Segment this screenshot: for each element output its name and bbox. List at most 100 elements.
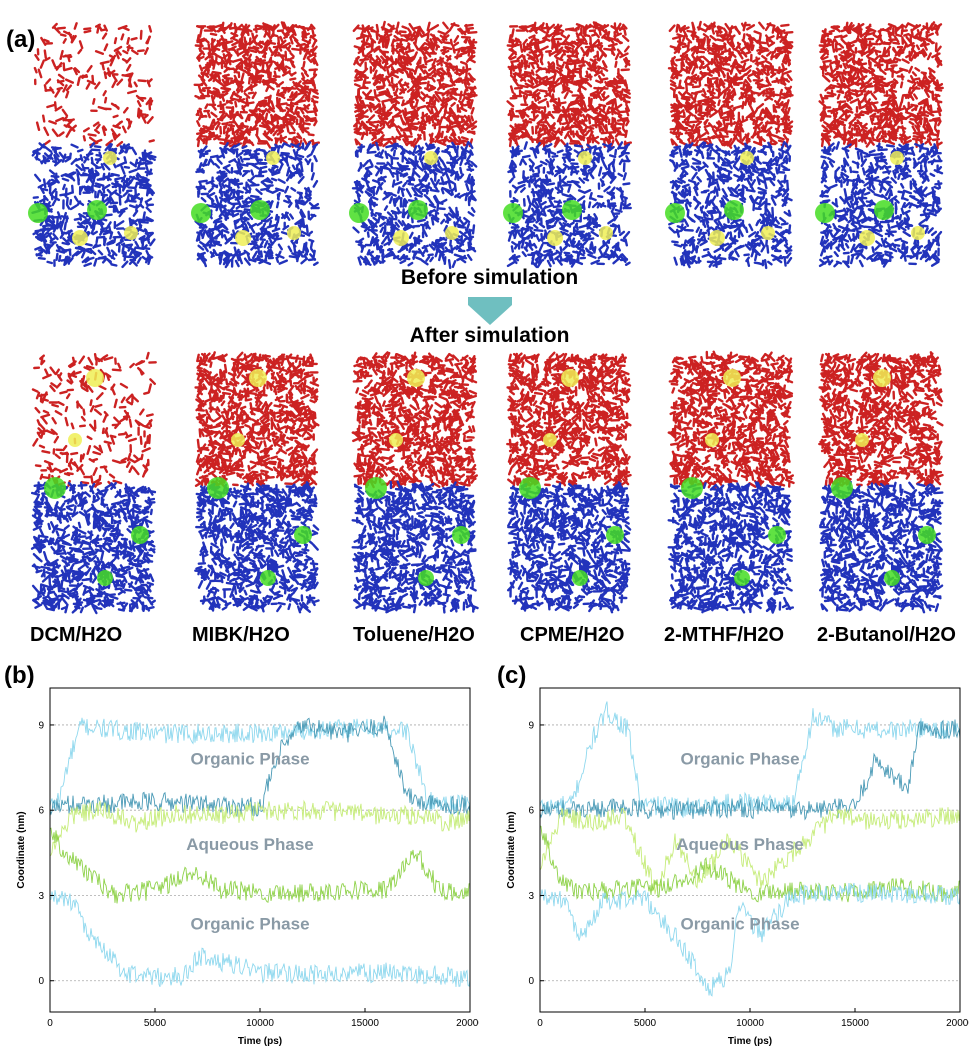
solute-green-blob	[606, 526, 624, 544]
solute-yellow-blob	[911, 226, 925, 240]
solute-green-blob	[734, 570, 750, 586]
system-label-mibk: MIBK/H2O	[192, 624, 290, 646]
system-label-toluene: Toluene/H2O	[353, 624, 475, 646]
solute-yellow-blob	[249, 369, 267, 387]
data-series-line	[539, 882, 961, 997]
x-axis-label: Time (ps)	[238, 1036, 282, 1047]
solute-yellow-blob	[705, 433, 719, 447]
data-series-line	[539, 719, 961, 821]
solute-green-blob	[768, 526, 786, 544]
y-tick-label: 0	[528, 976, 534, 987]
system-label-2butanol: 2-Butanol/H2O	[817, 624, 956, 646]
simulation-snapshots	[28, 20, 944, 615]
system-label-cpme: CPME/H2O	[520, 624, 625, 646]
solute-green-blob	[815, 203, 835, 223]
solute-yellow-blob	[859, 230, 875, 246]
solute-yellow-blob	[235, 230, 251, 246]
solute-green-blob	[562, 200, 582, 220]
x-axis-label: Time (ps)	[728, 1036, 772, 1047]
solute-yellow-blob	[740, 151, 754, 165]
chart-b: 0 3 6 9 0 5000 10000 15000 20000 Time (ps) Coordin…	[16, 687, 479, 1047]
down-arrow-icon	[468, 297, 512, 325]
y-tick-label: 3	[528, 891, 534, 902]
y-tick-label: 0	[38, 976, 44, 987]
solute-yellow-blob	[389, 433, 403, 447]
solute-yellow-blob	[424, 151, 438, 165]
solute-green-blob	[97, 570, 113, 586]
solute-yellow-blob	[873, 369, 891, 387]
solute-green-blob	[665, 203, 685, 223]
solute-yellow-blob	[890, 151, 904, 165]
y-tick-label: 3	[38, 891, 44, 902]
panel-a-label: (a)	[6, 26, 36, 53]
solute-yellow-blob	[407, 369, 425, 387]
solute-green-blob	[87, 200, 107, 220]
solute-yellow-blob	[124, 226, 138, 240]
phase-annotation: Organic Phase	[680, 750, 799, 769]
x-tick-label: 0	[47, 1018, 53, 1029]
data-series-line	[49, 715, 471, 818]
solute-green-blob	[831, 477, 853, 499]
solute-green-blob	[681, 477, 703, 499]
y-tick-label: 6	[38, 806, 44, 817]
solute-green-blob	[452, 526, 470, 544]
solute-green-blob	[294, 526, 312, 544]
solute-yellow-blob	[86, 369, 104, 387]
solute-yellow-blob	[855, 433, 869, 447]
solute-green-blob	[260, 570, 276, 586]
system-label-dcm: DCM/H2O	[30, 624, 123, 646]
after-simulation-label: After simulation	[409, 324, 570, 347]
solute-yellow-blob	[709, 230, 725, 246]
y-tick-label: 6	[528, 806, 534, 817]
solute-yellow-blob	[393, 230, 409, 246]
x-tick-label: 15000	[841, 1018, 869, 1029]
solute-green-blob	[519, 477, 541, 499]
x-tick-label: 0	[537, 1018, 543, 1029]
solute-yellow-blob	[578, 151, 592, 165]
y-axis-label: Coordinate (nm)	[506, 811, 517, 888]
solute-green-blob	[418, 570, 434, 586]
data-series-line	[49, 890, 471, 987]
solute-green-blob	[44, 477, 66, 499]
solute-green-blob	[250, 200, 270, 220]
solute-green-blob	[408, 200, 428, 220]
data-series-line	[539, 807, 961, 895]
solute-green-blob	[572, 570, 588, 586]
solute-green-blob	[131, 526, 149, 544]
solute-green-blob	[874, 200, 894, 220]
solute-green-blob	[503, 203, 523, 223]
system-label-2mthf: 2-MTHF/H2O	[664, 624, 784, 646]
chart-c: 0 3 6 9 0 5000 10000 15000 20000 Time (ps) Coordin…	[506, 687, 969, 1047]
solute-yellow-blob	[761, 226, 775, 240]
solute-yellow-blob	[445, 226, 459, 240]
phase-annotation: Aqueous Phase	[676, 835, 804, 854]
phase-annotation: Organic Phase	[680, 915, 799, 934]
phase-annotation: Organic Phase	[190, 915, 309, 934]
solute-yellow-blob	[547, 230, 563, 246]
y-axis-label: Coordinate (nm)	[16, 811, 27, 888]
solute-yellow-blob	[543, 433, 557, 447]
solute-green-blob	[207, 477, 229, 499]
x-tick-label: 15000	[351, 1018, 379, 1029]
panel-c-label: (c)	[497, 662, 527, 689]
solute-green-blob	[918, 526, 936, 544]
solute-green-blob	[724, 200, 744, 220]
solute-green-blob	[28, 203, 48, 223]
y-tick-label: 9	[528, 720, 534, 731]
panel-b-label: (b)	[4, 662, 35, 689]
solute-green-blob	[191, 203, 211, 223]
x-tick-label: 20000	[946, 1018, 969, 1029]
solute-green-blob	[365, 477, 387, 499]
solute-yellow-blob	[68, 433, 82, 447]
x-tick-label: 5000	[144, 1018, 167, 1029]
x-tick-label: 10000	[736, 1018, 764, 1029]
solute-green-blob	[884, 570, 900, 586]
solute-yellow-blob	[72, 230, 88, 246]
solute-yellow-blob	[287, 226, 301, 240]
x-tick-label: 10000	[246, 1018, 274, 1029]
solute-green-blob	[349, 203, 369, 223]
data-series-line	[49, 799, 471, 857]
phase-annotation: Organic Phase	[190, 750, 309, 769]
y-tick-label: 9	[38, 720, 44, 731]
solute-yellow-blob	[231, 433, 245, 447]
